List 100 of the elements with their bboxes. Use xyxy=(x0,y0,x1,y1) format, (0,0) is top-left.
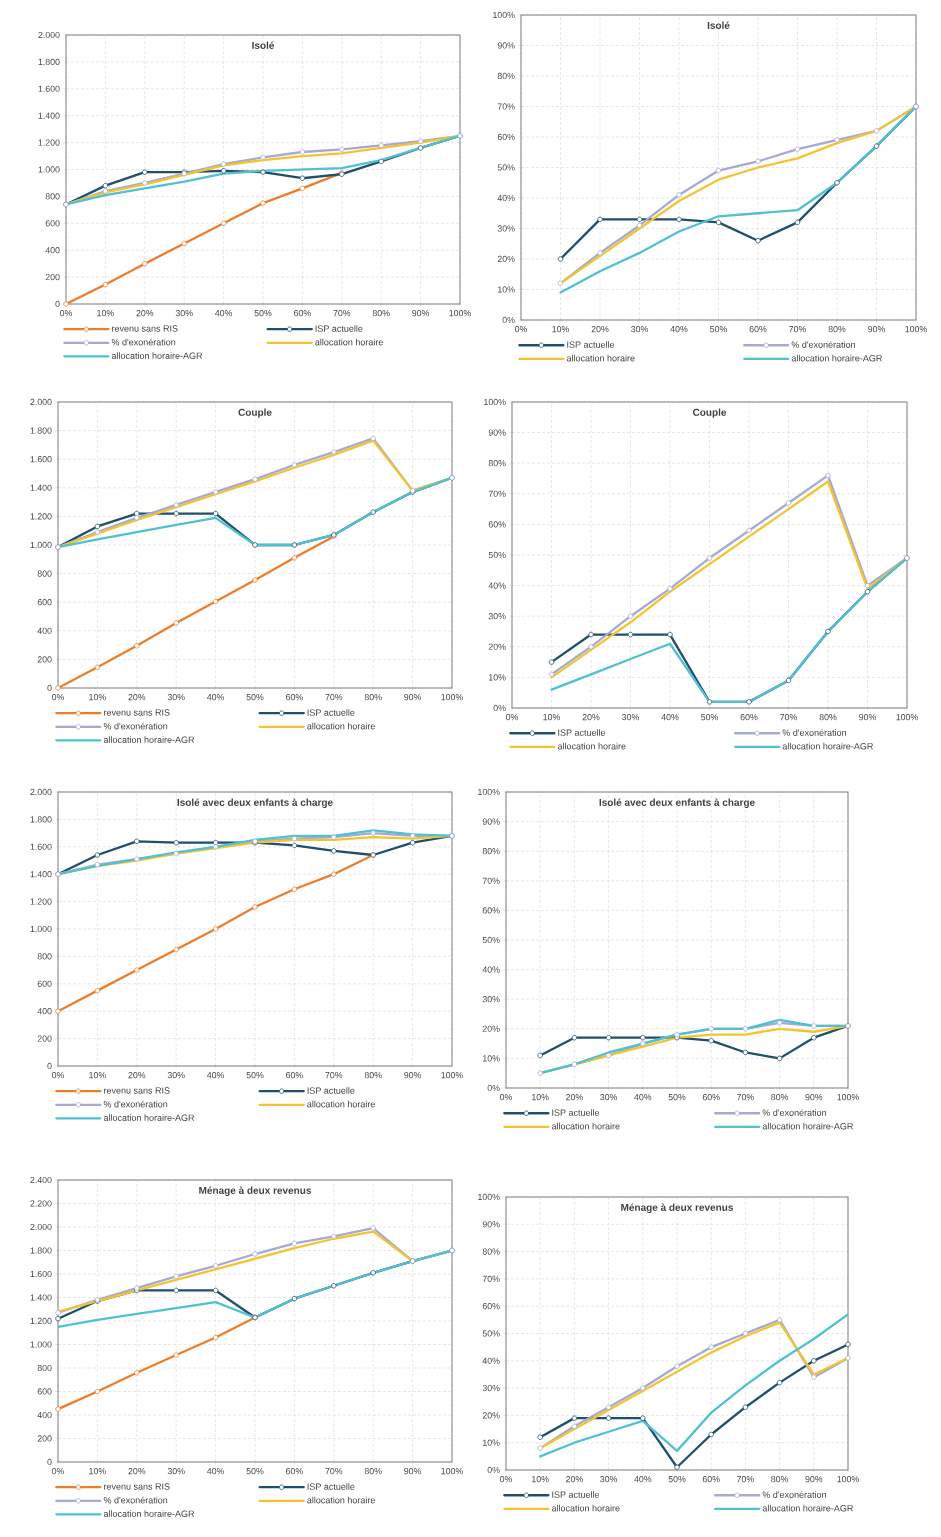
x-tick-label: 100% xyxy=(441,1468,463,1475)
y-tick-label: 30% xyxy=(497,225,515,232)
legend-label: allocation horaire-AGR xyxy=(103,736,195,743)
legend-label: ISP actuelle xyxy=(315,325,363,332)
y-tick-label: 40% xyxy=(497,194,515,202)
y-tick-label: 1.200 xyxy=(30,1317,52,1325)
y-tick-label: 600 xyxy=(37,1388,52,1395)
y-tick-label: 80% xyxy=(482,1248,500,1255)
x-tick-label: 30% xyxy=(167,1468,185,1475)
y-tick-label: 70% xyxy=(482,877,500,884)
x-tick-label: 50% xyxy=(246,1468,264,1475)
y-tick-label: 60% xyxy=(488,521,506,528)
legend-label: allocation horaire xyxy=(315,338,383,346)
y-tick-label: 10% xyxy=(483,1055,500,1062)
y-tick-label: 1.400 xyxy=(38,112,60,119)
y-tick-label: 1.200 xyxy=(30,513,52,520)
x-tick-label: 70% xyxy=(789,326,806,333)
y-tick-label: 0 xyxy=(55,300,60,308)
x-tick-label: 70% xyxy=(325,694,343,701)
y-tick-label: 60% xyxy=(497,133,515,141)
x-tick-label: 50% xyxy=(701,714,718,721)
x-tick-label: 10% xyxy=(532,1476,549,1483)
text: Isolé avec deux enfants à charge xyxy=(177,798,333,808)
x-tick-label: 60% xyxy=(286,694,303,701)
x-tick-label: 30% xyxy=(167,1072,185,1079)
x-tick-label: 30% xyxy=(622,714,639,721)
y-tick-label: 200 xyxy=(45,273,60,281)
x-tick-label: 70% xyxy=(737,1094,754,1101)
x-tick-label: 90% xyxy=(805,1476,823,1483)
legend-label: % d'exonération xyxy=(103,1496,168,1504)
x-tick-label: 20% xyxy=(128,694,146,701)
text: Ménage à deux revenus xyxy=(621,1203,733,1213)
x-tick-label: 20% xyxy=(591,326,609,333)
y-tick-label: 2.400 xyxy=(30,1176,52,1184)
y-tick-label: 10% xyxy=(498,286,515,293)
y-tick-label: 200 xyxy=(37,1035,52,1042)
y-tick-label: 600 xyxy=(45,220,60,227)
y-tick-label: 20% xyxy=(482,1025,500,1032)
x-tick-label: 50% xyxy=(254,310,272,317)
x-tick-label: 10% xyxy=(97,310,114,317)
x-tick-label: 80% xyxy=(364,1072,382,1079)
y-tick-label: 60% xyxy=(482,1303,500,1310)
y-tick-label: 50% xyxy=(482,1330,500,1337)
x-tick-label: 80% xyxy=(771,1476,789,1483)
x-tick-label: 60% xyxy=(294,310,311,317)
x-tick-label: 20% xyxy=(128,1072,146,1079)
x-tick-label: 70% xyxy=(780,714,797,721)
y-tick-label: 60% xyxy=(482,907,500,914)
y-tick-label: 30% xyxy=(482,996,500,1003)
y-tick-label: 800 xyxy=(37,570,52,577)
x-tick-label: 50% xyxy=(246,694,264,701)
x-tick-label: 60% xyxy=(749,326,767,333)
x-tick-label: 10% xyxy=(543,714,560,721)
x-tick-label: 90% xyxy=(404,694,422,701)
y-tick-label: 1.600 xyxy=(38,85,60,92)
x-tick-label: 20% xyxy=(566,1476,583,1483)
x-tick-label: 90% xyxy=(805,1094,823,1101)
x-tick-label: 90% xyxy=(868,326,885,333)
x-tick-label: 90% xyxy=(412,310,430,317)
x-tick-label: 20% xyxy=(136,310,154,317)
y-tick-label: 1.800 xyxy=(38,58,60,65)
y-tick-label: 40% xyxy=(488,582,506,589)
y-tick-label: 1.600 xyxy=(30,843,52,850)
y-tick-label: 100% xyxy=(493,11,515,19)
y-tick-label: 10% xyxy=(489,674,506,681)
x-tick-label: 80% xyxy=(364,694,382,701)
x-tick-label: 10% xyxy=(552,326,569,333)
y-tick-label: 1.800 xyxy=(30,427,52,434)
legend-label: revenu sans RIS xyxy=(112,325,178,332)
text: Isolé avec deux enfants à charge xyxy=(599,798,755,808)
legend-label: ISP actuelle xyxy=(552,1109,600,1116)
x-tick-label: 50% xyxy=(710,326,727,333)
y-tick-label: 100% xyxy=(478,788,500,796)
y-tick-label: 20% xyxy=(482,1412,500,1419)
x-tick-label: 50% xyxy=(668,1094,686,1101)
x-tick-label: 100% xyxy=(837,1094,859,1101)
y-tick-label: 400 xyxy=(37,1008,52,1015)
y-tick-label: 2.000 xyxy=(38,31,60,39)
x-tick-label: 30% xyxy=(175,310,193,317)
x-tick-label: 100% xyxy=(441,694,463,701)
x-tick-label: 80% xyxy=(771,1094,789,1101)
y-tick-label: 200 xyxy=(37,1435,52,1442)
legend-label: allocation horaire-AGR xyxy=(111,352,203,359)
legend-label: ISP actuelle xyxy=(552,1491,600,1498)
x-tick-label: 70% xyxy=(737,1476,754,1483)
x-tick-label: 30% xyxy=(600,1094,618,1101)
text: Isolé xyxy=(252,41,275,49)
legend-label: % d'exonération xyxy=(782,729,846,736)
x-tick-label: 60% xyxy=(286,1468,303,1475)
y-tick-label: 100% xyxy=(484,398,506,406)
x-tick-label: 70% xyxy=(333,310,351,317)
y-tick-label: 1.200 xyxy=(38,139,60,146)
legend-label: allocation horaire-AGR xyxy=(762,1504,853,1512)
y-tick-label: 70% xyxy=(488,490,506,497)
y-tick-label: 30% xyxy=(488,613,506,620)
y-tick-label: 80% xyxy=(482,848,500,855)
y-tick-label: 20% xyxy=(488,643,506,650)
y-tick-label: 0% xyxy=(493,704,506,712)
legend-label: ISP actuelle xyxy=(307,1483,355,1490)
y-tick-label: 1.200 xyxy=(30,898,52,905)
